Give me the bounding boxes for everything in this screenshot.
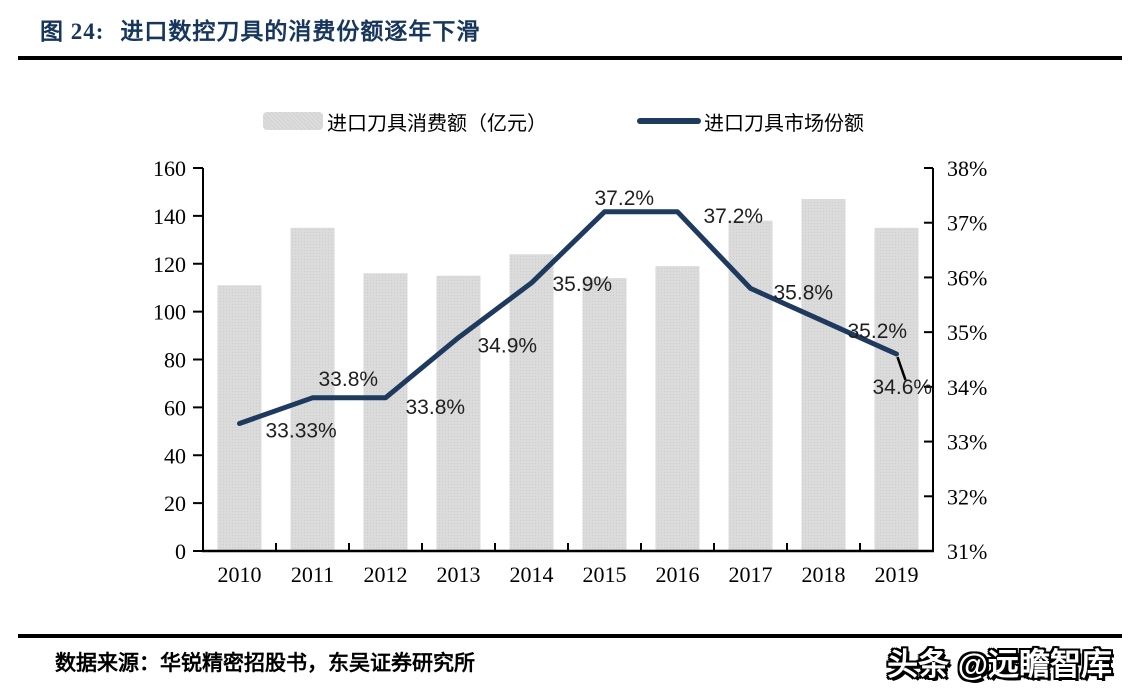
data-source-note: 数据来源：华锐精密招股书，东吴证券研究所 bbox=[55, 651, 475, 675]
left-axis-tick-label: 60 bbox=[164, 395, 186, 420]
title-divider-rule bbox=[18, 56, 1122, 60]
share-point-label-2018: 35.2% bbox=[848, 320, 908, 343]
right-axis-tick-label: 37% bbox=[947, 211, 987, 236]
legend-item-line-series: 进口刀具市场份额 bbox=[637, 106, 864, 136]
x-axis-label-2011: 2011 bbox=[291, 562, 334, 587]
left-axis-tick-label: 20 bbox=[164, 491, 186, 516]
x-axis-label-2015: 2015 bbox=[583, 562, 627, 587]
bar-2014 bbox=[509, 254, 554, 550]
share-point-label-2010: 33.33% bbox=[266, 420, 337, 443]
share-point-label-2016: 37.2% bbox=[704, 205, 764, 228]
right-axis-tick-label: 38% bbox=[947, 156, 987, 181]
right-axis-tick-label: 31% bbox=[947, 539, 987, 564]
x-axis-label-2010: 2010 bbox=[218, 562, 262, 587]
right-axis-tick-label: 33% bbox=[947, 430, 987, 455]
bar-2016 bbox=[655, 266, 700, 550]
line-series-swatch bbox=[637, 118, 701, 124]
left-axis-tick-label: 0 bbox=[175, 539, 186, 564]
market-share-line bbox=[237, 209, 899, 426]
share-point-label-2013: 34.9% bbox=[478, 335, 538, 358]
left-axis-tick-label: 120 bbox=[153, 252, 186, 277]
right-axis-tick-label: 32% bbox=[947, 484, 987, 509]
bar-2013 bbox=[436, 275, 481, 550]
right-axis-tick-label: 34% bbox=[947, 375, 987, 400]
bar-2012 bbox=[363, 273, 408, 550]
x-axis-label-2019: 2019 bbox=[875, 562, 919, 587]
bar-2011 bbox=[290, 227, 335, 551]
x-axis-label-2016: 2016 bbox=[656, 562, 700, 587]
right-axis-tick-label: 35% bbox=[947, 320, 987, 345]
x-axis-label-2013: 2013 bbox=[437, 562, 481, 587]
legend-item-bar-series: 进口刀具消费额（亿元） bbox=[263, 106, 547, 136]
figure-title-text: 进口数控刀具的消费份额逐年下滑 bbox=[120, 19, 481, 44]
share-point-label-2019: 34.6% bbox=[873, 376, 933, 399]
x-axis-label-2017: 2017 bbox=[729, 562, 773, 587]
left-axis-tick-label: 160 bbox=[153, 156, 186, 181]
chart-legend: 进口刀具消费额（亿元） 进口刀具市场份额 bbox=[0, 106, 1140, 136]
bar-2018 bbox=[801, 199, 846, 550]
left-axis-tick-label: 40 bbox=[164, 443, 186, 468]
left-axis-tick-label: 80 bbox=[164, 348, 186, 373]
left-axis-tick-label: 140 bbox=[153, 204, 186, 229]
bar-series-swatch bbox=[263, 112, 323, 130]
share-point-label-2014: 35.9% bbox=[553, 273, 613, 296]
share-point-label-2011: 33.8% bbox=[319, 368, 379, 391]
x-axis-label-2014: 2014 bbox=[510, 562, 554, 587]
bar-series-label: 进口刀具消费额（亿元） bbox=[327, 112, 547, 135]
share-point-label-2017: 35.8% bbox=[774, 281, 834, 304]
figure-number-label: 图 24: bbox=[40, 19, 105, 44]
x-axis-label-2018: 2018 bbox=[802, 562, 846, 587]
left-axis-tick-label: 100 bbox=[153, 300, 186, 325]
last-point-leader-line bbox=[896, 356, 907, 381]
share-point-label-2015: 37.2% bbox=[595, 187, 655, 210]
footer-divider-rule bbox=[18, 634, 1122, 638]
x-axis-label-2012: 2012 bbox=[364, 562, 408, 587]
figure-title: 图 24: 进口数控刀具的消费份额逐年下滑 bbox=[40, 12, 480, 46]
share-point-label-2012: 33.8% bbox=[406, 396, 466, 419]
bar-2019 bbox=[874, 227, 919, 551]
bar-2015 bbox=[582, 278, 627, 550]
right-axis-tick-label: 36% bbox=[947, 265, 987, 290]
line-series-label: 进口刀具市场份额 bbox=[704, 112, 864, 135]
watermark-text: 头条 @远瞻智库 bbox=[887, 647, 1112, 682]
